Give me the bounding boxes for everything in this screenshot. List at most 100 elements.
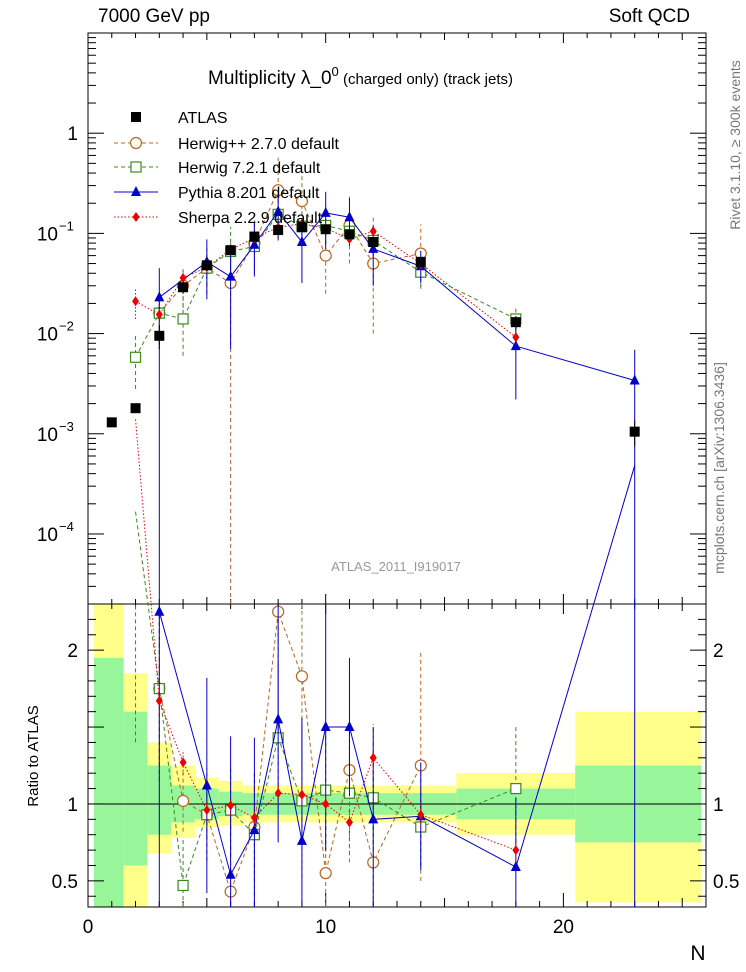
- atlas-point: [344, 229, 355, 240]
- atlas-point: [296, 222, 307, 233]
- series-ratio-point: [344, 721, 355, 732]
- legend-marker: [129, 136, 143, 150]
- series-ratio-point: [368, 813, 379, 824]
- y-tick-label: 10: [37, 525, 58, 546]
- atlas-point: [320, 224, 331, 235]
- atlas-point: [225, 245, 236, 256]
- series-point: [369, 226, 377, 237]
- series-point: [249, 238, 260, 249]
- series-ratio-point: [201, 779, 212, 790]
- legend-marker: [132, 212, 140, 222]
- legend-label: Pythia 8.201 default: [178, 185, 320, 202]
- y-tick-label: 1: [67, 124, 78, 145]
- series-line: [159, 210, 635, 382]
- header-process-label: Soft QCD: [608, 6, 690, 27]
- analysis-label: ATLAS_2011_I919017: [331, 559, 461, 574]
- ratio-bands: [93, 604, 702, 907]
- legend-label: Sherpa 2.2.9 default: [178, 210, 323, 227]
- atlas-point: [273, 225, 284, 236]
- legend-marker: [130, 161, 142, 173]
- series-ratio-point: [296, 834, 307, 845]
- series-ratio-point: [295, 670, 309, 683]
- series-ratio-point: [510, 861, 521, 872]
- series-ratio-point: [273, 713, 284, 724]
- series-ratio-point: [512, 845, 520, 856]
- series-point: [273, 205, 284, 216]
- legend-label: Herwig++ 2.7.0 default: [178, 136, 340, 153]
- series-ratio-point: [250, 812, 258, 823]
- series-point: [295, 195, 309, 208]
- series-point: [319, 249, 332, 262]
- x-tick-label: 20: [553, 917, 574, 938]
- y-tick-label-exponent: −4: [59, 519, 74, 534]
- series-ratio-point: [320, 721, 331, 732]
- series-point: [629, 374, 640, 385]
- x-tick-label: 0: [83, 917, 94, 938]
- legend: ATLAS Herwig++ 2.7.0 default Herwig 7.2.1 …: [114, 110, 340, 227]
- series-ratio-point: [176, 794, 190, 807]
- header-energy-label: 7000 GeV pp: [98, 6, 210, 27]
- x-tick-label: 10: [315, 917, 336, 938]
- series-point: [344, 211, 355, 222]
- series-ratio-point: [249, 824, 260, 835]
- x-axis-label: N: [690, 942, 705, 965]
- series-2: [154, 191, 640, 907]
- series-layer: [106, 157, 640, 907]
- series-point: [225, 270, 236, 281]
- y-tick-ratio-label-right: 0.5: [713, 872, 739, 893]
- series-ratio-point: [510, 782, 522, 795]
- y-tick-label: 10: [37, 224, 58, 245]
- legend-label: Herwig 7.2.1 default: [178, 160, 321, 177]
- series-point: [177, 313, 189, 325]
- series-ratio-point: [177, 879, 189, 892]
- series-ratio-point: [227, 800, 235, 811]
- series-ratio-point: [154, 605, 165, 616]
- series-ratio-point: [298, 789, 306, 800]
- y-tick-ratio-label: 2: [67, 641, 78, 662]
- series-ratio-point: [179, 757, 187, 768]
- y-tick-label-exponent: −3: [59, 419, 74, 434]
- series-ratio-line: [158, 465, 636, 877]
- atlas-point: [201, 260, 212, 271]
- series-point: [512, 332, 520, 343]
- y-tick-label: 10: [37, 325, 58, 346]
- atlas-point: [368, 237, 379, 248]
- atlas-point: [249, 231, 260, 242]
- y-tick-ratio-label: 1: [67, 795, 78, 816]
- series-ratio-point: [203, 805, 211, 816]
- chart-texts: Multiplicity λ_00 (charged only) (track …: [25, 64, 706, 965]
- series-ratio-point: [417, 809, 425, 820]
- series-point: [154, 291, 165, 302]
- series-ratio-point: [319, 867, 332, 880]
- series-ratio-point: [345, 817, 353, 828]
- y-tick-ratio-label: 0.5: [52, 872, 78, 893]
- series-ratio-line: [158, 611, 422, 894]
- series-point: [129, 351, 142, 363]
- chart-title: Multiplicity λ_00 (charged only) (track …: [208, 64, 513, 89]
- y-tick-ratio-label-right: 2: [713, 641, 724, 662]
- atlas-point: [154, 330, 165, 341]
- y-tick-ratio-label-right: 1: [713, 795, 724, 816]
- y-tick-label: 10: [37, 425, 58, 446]
- series-point: [368, 242, 379, 253]
- series-point: [179, 272, 187, 283]
- series-ratio-point: [225, 868, 236, 879]
- legend-marker: [131, 112, 141, 122]
- series-point: [155, 309, 163, 320]
- series-ratio-point: [369, 752, 377, 763]
- atlas-point: [415, 256, 426, 267]
- ratio-axis-label: Ratio to ATLAS: [25, 705, 42, 806]
- legend-marker: [131, 186, 141, 196]
- legend-label: ATLAS: [178, 110, 228, 127]
- series-point: [510, 340, 521, 351]
- series-ratio-point: [322, 798, 330, 809]
- atlas-point: [510, 317, 521, 328]
- series-point: [296, 236, 307, 247]
- y-tick-label-exponent: −2: [59, 319, 74, 334]
- series-atlas: [106, 222, 640, 447]
- atlas-point: [629, 426, 640, 437]
- atlas-point: [106, 417, 117, 428]
- atlas-point: [130, 403, 141, 414]
- y-tick-label-exponent: −1: [59, 218, 74, 233]
